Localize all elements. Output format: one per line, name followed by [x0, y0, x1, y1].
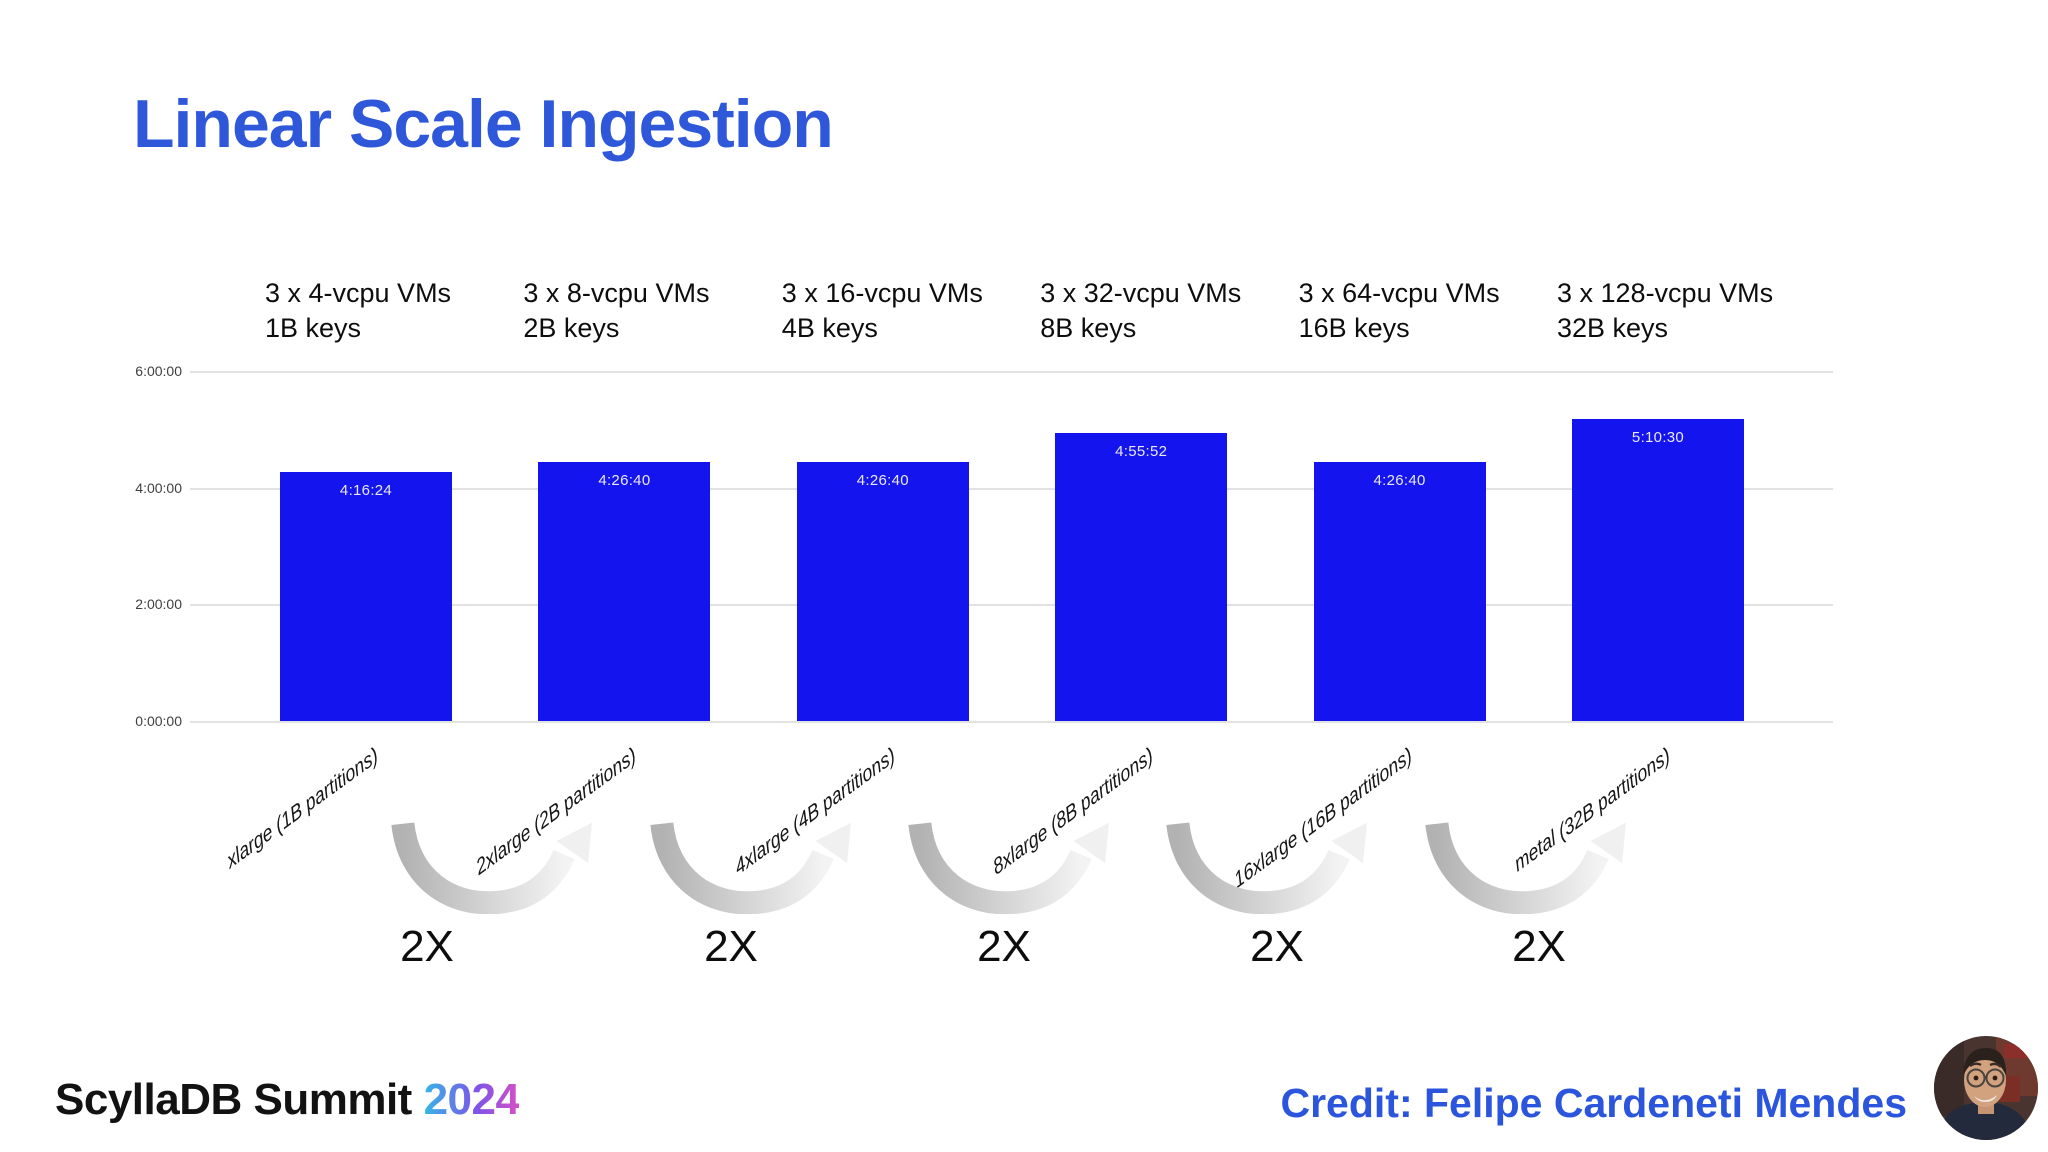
- gridline: [190, 604, 1833, 607]
- speaker-avatar: [1934, 1036, 2038, 1140]
- scale-arrow-icon: [646, 818, 862, 915]
- column-header: 3 x 32-vcpu VMs 8B keys: [1040, 276, 1241, 346]
- bar: 4:16:24: [280, 471, 452, 721]
- bar: 4:26:40: [538, 461, 711, 721]
- scale-2x-label: 2X: [400, 922, 454, 971]
- brand-year: 2024: [423, 1075, 520, 1124]
- column-header: 3 x 64-vcpu VMs 16B keys: [1299, 276, 1500, 346]
- column-header-line2: 32B keys: [1557, 313, 1669, 343]
- column-header-line2: 1B keys: [265, 313, 362, 343]
- scale-arrow-icon: [387, 818, 603, 915]
- gridline: [190, 371, 1833, 373]
- scale-arrow-icon: [1421, 818, 1637, 915]
- scylladb-summit-logo: ScyllaDB Summit 2024: [55, 1075, 520, 1125]
- column-header: 3 x 4-vcpu VMs 1B keys: [265, 276, 451, 346]
- column-header-line2: 16B keys: [1298, 313, 1410, 343]
- scale-2x-label: 2X: [1250, 922, 1304, 971]
- y-axis-tick: 4:00:00: [135, 479, 182, 496]
- column-header: 3 x 16-vcpu VMs 4B keys: [782, 276, 983, 346]
- bar-value-label: 4:26:40: [856, 471, 909, 489]
- slide-title: Linear Scale Ingestion: [133, 86, 834, 162]
- gridline: [190, 721, 1833, 723]
- bar-value-label: 4:26:40: [598, 471, 651, 489]
- y-axis-tick: 0:00:00: [135, 713, 182, 729]
- column-header-line1: 3 x 4-vcpu VMs: [265, 278, 452, 308]
- column-header-line2: 8B keys: [1040, 313, 1137, 343]
- bar: 5:10:30: [1572, 419, 1744, 721]
- scale-arrow-icon: [904, 818, 1120, 915]
- bar-value-label: 4:55:52: [1115, 443, 1168, 461]
- bar-value-label: 4:16:24: [339, 481, 393, 499]
- scale-arrow-icon: [1162, 818, 1378, 915]
- column-header-line2: 4B keys: [781, 313, 878, 343]
- scale-2x-label: 2X: [977, 922, 1031, 971]
- bar: 4:26:40: [1313, 461, 1486, 721]
- avatar-illustration-icon: [1934, 1036, 2038, 1140]
- column-header-line1: 3 x 32-vcpu VMs: [1040, 278, 1242, 308]
- column-header-line2: 2B keys: [523, 313, 620, 343]
- x-axis-label: xlarge (1B partitions): [224, 743, 381, 874]
- column-header-line1: 3 x 128-vcpu VMs: [1557, 278, 1774, 308]
- bar-value-label: 4:26:40: [1373, 471, 1426, 489]
- gridline: [190, 487, 1833, 490]
- scale-2x-label: 2X: [1512, 922, 1566, 971]
- column-header-line1: 3 x 64-vcpu VMs: [1298, 278, 1500, 308]
- scale-2x-label: 2X: [704, 922, 758, 971]
- column-header-line1: 3 x 8-vcpu VMs: [523, 278, 710, 308]
- column-header-line1: 3 x 16-vcpu VMs: [781, 278, 983, 308]
- bar: 4:55:52: [1055, 433, 1228, 721]
- y-axis-tick: 2:00:00: [135, 596, 182, 613]
- column-header: 3 x 128-vcpu VMs 32B keys: [1557, 276, 1773, 346]
- column-header: 3 x 8-vcpu VMs 2B keys: [523, 276, 709, 346]
- bar-value-label: 5:10:30: [1631, 429, 1685, 447]
- brand-text: ScyllaDB Summit: [55, 1075, 424, 1124]
- credit-text: Credit: Felipe Cardeneti Mendes: [1280, 1080, 1907, 1126]
- bar: 4:26:40: [796, 461, 969, 721]
- y-axis-tick: 6:00:00: [135, 363, 182, 379]
